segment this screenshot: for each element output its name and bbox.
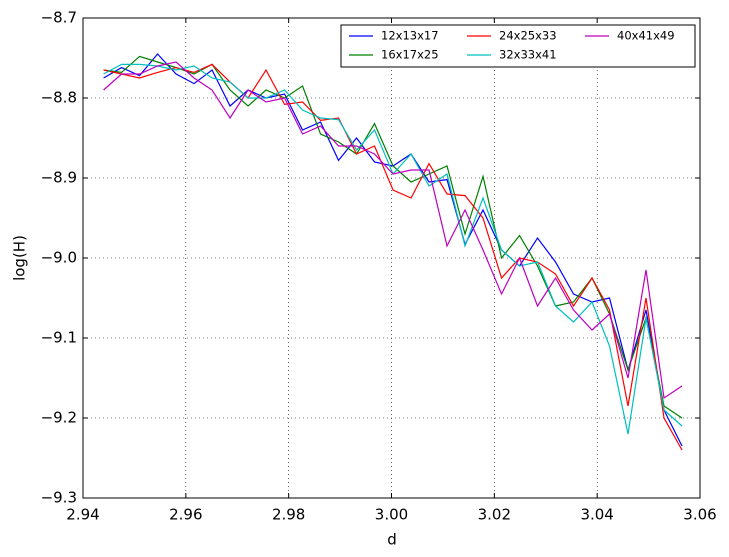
y-tick-label: −9.1 [41, 329, 77, 347]
y-tick-label: −8.9 [41, 169, 77, 187]
legend-label: 40x41x49 [617, 29, 675, 43]
legend-label: 12x13x17 [381, 29, 439, 43]
y-tick-label: −9.3 [41, 489, 77, 507]
y-tick-label: −8.7 [41, 9, 77, 27]
legend-label: 32x33x41 [499, 48, 557, 62]
x-tick-label: 3.00 [375, 506, 408, 524]
x-tick-label: 3.02 [478, 506, 511, 524]
plot-frame [82, 17, 701, 499]
y-tick-label: −8.8 [41, 89, 77, 107]
legend-label: 24x25x33 [499, 29, 557, 43]
legend-label: 16x17x25 [381, 48, 439, 62]
x-tick-label: 2.98 [272, 506, 305, 524]
legend: 12x13x17 16x17x25 24x25x33 32x33x41 40x41x49 [340, 24, 696, 68]
x-tick-label: 2.94 [66, 506, 99, 524]
x-tick-label: 2.96 [169, 506, 202, 524]
x-tick-label: 3.06 [683, 506, 716, 524]
legend-box [340, 24, 696, 68]
x-axis-label: d [387, 531, 397, 549]
series-line [103, 55, 683, 419]
y-tick-label: −9.2 [41, 409, 77, 427]
x-tick-label: 3.04 [580, 506, 613, 524]
series-line [103, 61, 683, 400]
y-axis-label: log(H) [11, 235, 29, 281]
y-tick-label: −9.0 [41, 249, 77, 267]
